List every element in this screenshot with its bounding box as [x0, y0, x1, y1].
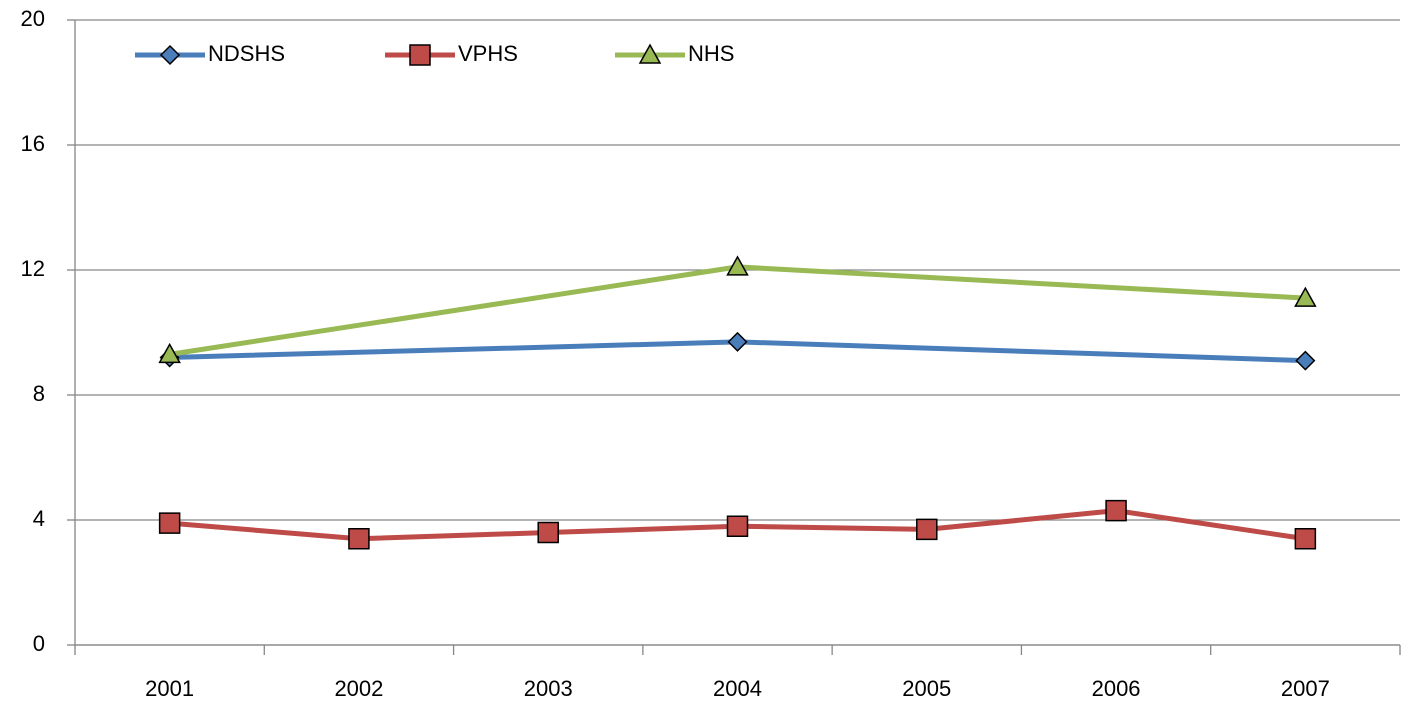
x-tick-label: 2006: [1092, 676, 1141, 701]
x-tick-label: 2001: [145, 676, 194, 701]
x-tick-label: 2003: [524, 676, 573, 701]
marker: [1294, 286, 1317, 307]
x-tick-label: 2007: [1281, 676, 1330, 701]
legend-label: NDSHS: [208, 41, 285, 66]
legend-label: VPHS: [458, 41, 518, 66]
y-tick-label: 20: [21, 6, 45, 31]
marker: [158, 512, 181, 534]
marker: [159, 44, 181, 66]
legend-label: NHS: [688, 41, 734, 66]
x-tick-label: 2005: [902, 676, 951, 701]
marker: [348, 528, 370, 550]
marker: [1295, 350, 1316, 371]
marker: [158, 342, 181, 364]
marker: [638, 43, 662, 64]
marker: [537, 521, 559, 544]
marker: [409, 44, 431, 66]
marker: [1294, 528, 1317, 550]
marker: [726, 255, 749, 276]
y-tick-label: 12: [21, 256, 45, 281]
marker: [727, 331, 748, 352]
y-tick-label: 8: [33, 381, 45, 406]
y-tick-label: 16: [21, 131, 45, 156]
marker: [726, 515, 749, 537]
x-tick-label: 2004: [713, 676, 762, 701]
y-tick-label: 0: [33, 631, 45, 656]
marker: [916, 518, 938, 541]
y-tick-label: 4: [33, 506, 45, 531]
x-tick-label: 2002: [334, 676, 383, 701]
marker: [1105, 499, 1127, 522]
